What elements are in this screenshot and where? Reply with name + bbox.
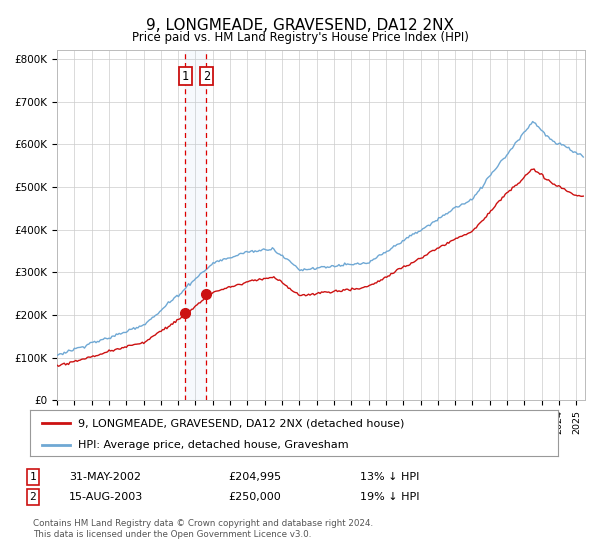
- Text: 1: 1: [182, 69, 189, 82]
- Text: 9, LONGMEADE, GRAVESEND, DA12 2NX (detached house): 9, LONGMEADE, GRAVESEND, DA12 2NX (detac…: [77, 418, 404, 428]
- Text: 31-MAY-2002: 31-MAY-2002: [69, 472, 141, 482]
- Text: 1: 1: [29, 472, 37, 482]
- Text: 2: 2: [29, 492, 37, 502]
- Bar: [185, 50, 206, 400]
- Text: Contains HM Land Registry data © Crown copyright and database right 2024.
This d: Contains HM Land Registry data © Crown c…: [33, 520, 373, 539]
- Text: £250,000: £250,000: [228, 492, 281, 502]
- Text: 2: 2: [203, 69, 210, 82]
- Text: 13% ↓ HPI: 13% ↓ HPI: [360, 472, 419, 482]
- Text: 15-AUG-2003: 15-AUG-2003: [69, 492, 143, 502]
- Text: 9, LONGMEADE, GRAVESEND, DA12 2NX: 9, LONGMEADE, GRAVESEND, DA12 2NX: [146, 18, 454, 32]
- Text: HPI: Average price, detached house, Gravesham: HPI: Average price, detached house, Grav…: [77, 440, 348, 450]
- Text: £204,995: £204,995: [228, 472, 281, 482]
- Text: 19% ↓ HPI: 19% ↓ HPI: [360, 492, 419, 502]
- Text: Price paid vs. HM Land Registry's House Price Index (HPI): Price paid vs. HM Land Registry's House …: [131, 31, 469, 44]
